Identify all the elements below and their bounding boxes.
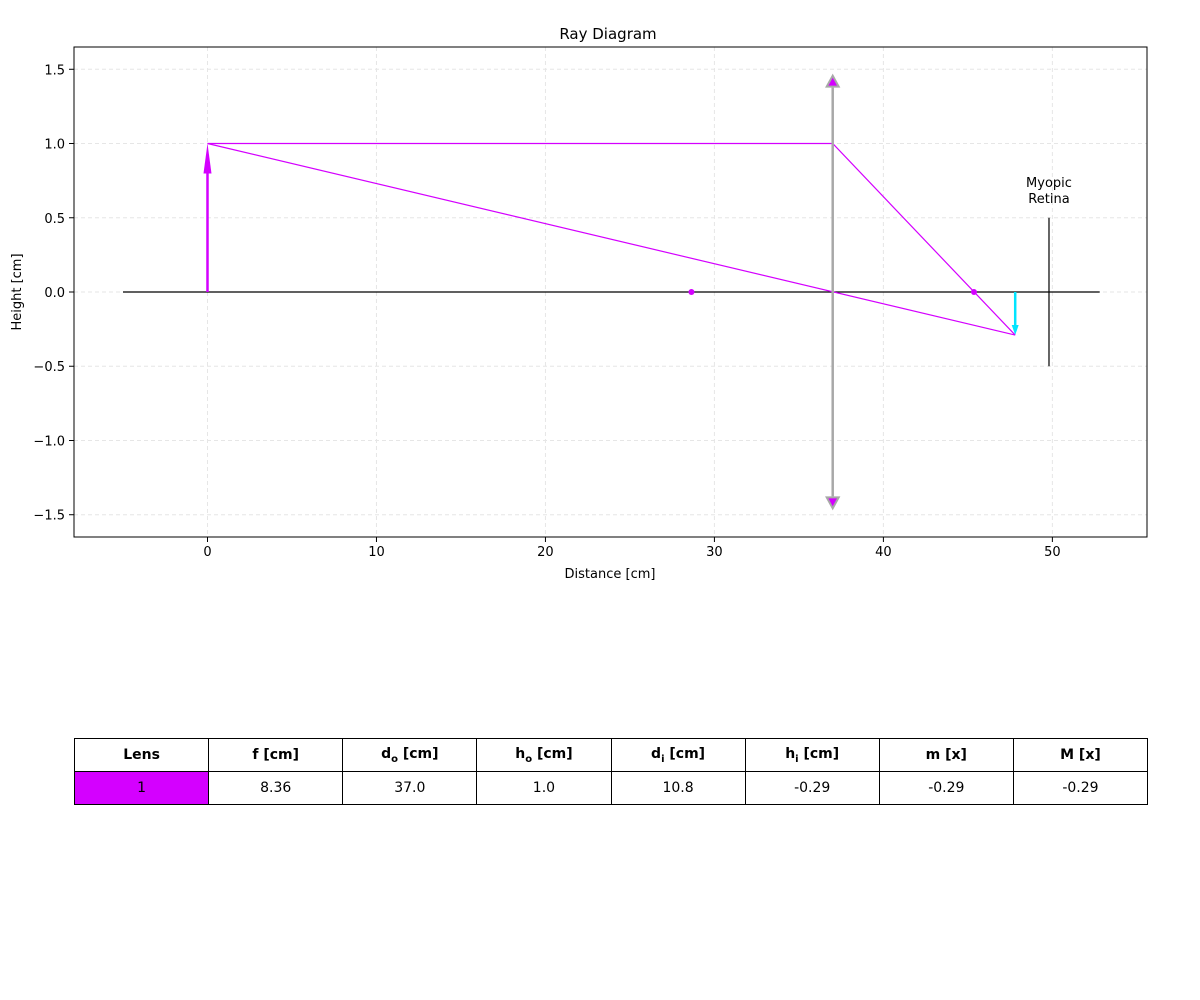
header-symbol: f (252, 747, 259, 763)
x-tick-label: 50 (1044, 545, 1061, 560)
focal-point (688, 289, 695, 295)
header-unit: [cm] (669, 745, 706, 762)
object-arrow-head (203, 143, 212, 174)
y-axis-ticks: 1.5 1.0 0.5 0.0 −0.5 −1.0 −1.5 (33, 63, 74, 524)
x-tick-label: 10 (368, 545, 385, 560)
header-unit: [x] (945, 747, 967, 763)
header-subscript: i (661, 753, 665, 765)
x-tick-label: 20 (537, 545, 554, 560)
header-subscript: o (391, 753, 398, 765)
table-cell: -0.29 (1012, 771, 1149, 805)
y-tick-label: 0.5 (44, 212, 65, 227)
header-symbol: h (515, 745, 526, 762)
y-axis-label: Height [cm] (10, 253, 25, 330)
table-cell: 10.8 (610, 771, 746, 805)
table-header-cell: Lens (73, 738, 210, 772)
header-symbol: d (381, 745, 392, 762)
y-tick-label: −0.5 (33, 360, 65, 375)
diagram-title: Ray Diagram (559, 25, 656, 43)
table-header-cell: M [x] (1012, 738, 1149, 772)
retina-label-line1: Myopic (1026, 176, 1072, 191)
y-tick-label: −1.5 (33, 509, 65, 524)
x-tick-label: 0 (203, 545, 211, 560)
ray-diagram: Ray Diagram 0 10 20 30 40 50 1.5 1.0 0.5 0.0 −0.5… (10, 25, 1148, 582)
table-header-row: Lens f [cm] do [cm] ho [cm] di [cm] hi [cm] m … (73, 738, 1149, 772)
header-unit: [x] (1078, 747, 1101, 763)
x-tick-label: 40 (875, 545, 892, 560)
lens-arrow-top (825, 73, 841, 88)
header-symbol: Lens (123, 747, 160, 763)
image-arrow-head (1011, 325, 1019, 336)
retina-label-line2: Retina (1028, 192, 1069, 207)
table-header-cell: ho [cm] (476, 738, 612, 772)
x-axis-label: Distance [cm] (565, 567, 656, 582)
focal-point (970, 289, 977, 295)
lens-id-cell: 1 (73, 771, 210, 805)
header-unit: [cm] (402, 745, 439, 762)
table-header-cell: di [cm] (610, 738, 746, 772)
table-header-cell: m [x] (878, 738, 1014, 772)
table-cell: 8.36 (208, 771, 344, 805)
header-unit: [cm] (263, 747, 300, 763)
header-symbol: h (785, 745, 796, 762)
header-unit: [cm] (803, 745, 840, 762)
light-ray (207, 142, 1016, 336)
table-header-cell: hi [cm] (744, 738, 880, 772)
table-cell: -0.29 (744, 771, 880, 805)
table-cell: 1.0 (476, 771, 612, 805)
table-row: 1 8.36 37.0 1.0 10.8 -0.29 -0.29 -0.29 (73, 771, 1149, 805)
table-header-cell: f [cm] (208, 738, 344, 772)
results-table: Lens f [cm] do [cm] ho [cm] di [cm] hi [cm] m … (73, 738, 1149, 805)
header-subscript: i (795, 753, 799, 765)
y-tick-label: 1.5 (44, 63, 65, 78)
table-cell: 37.0 (342, 771, 478, 805)
y-tick-label: 0.0 (44, 286, 65, 301)
y-tick-label: 1.0 (44, 138, 65, 153)
lens-arrow-bottom (825, 496, 841, 511)
x-tick-label: 30 (706, 545, 723, 560)
table-header-cell: do [cm] (342, 738, 478, 772)
table-cell: -0.29 (878, 771, 1014, 805)
header-unit: [cm] (536, 745, 573, 762)
x-axis-ticks: 0 10 20 30 40 50 (203, 537, 1061, 560)
header-symbol: d (651, 745, 662, 762)
header-symbol: M (1060, 747, 1075, 763)
header-symbol: m (925, 747, 941, 763)
header-subscript: o (525, 753, 533, 765)
table-body: 1 8.36 37.0 1.0 10.8 -0.29 -0.29 -0.29 (73, 771, 1149, 805)
y-tick-label: −1.0 (33, 434, 65, 449)
